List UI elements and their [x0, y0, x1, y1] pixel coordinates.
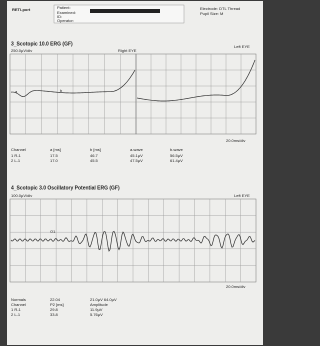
table-cell: 2 L-1 [11, 312, 21, 317]
table-header: Channel [11, 147, 26, 152]
time-scale: 20.0ms/div [226, 138, 245, 143]
table-header: a-wave [130, 147, 144, 152]
table-cell: 33.8 [50, 312, 59, 317]
eye-label: Right EYE [118, 48, 137, 53]
scale-label: 250.0µV/div [11, 48, 32, 53]
operator: Operator: [57, 18, 74, 23]
table-header: b-wave [170, 147, 184, 152]
table-cell: 61.4µV [170, 158, 183, 163]
table-cell: 45.5 [90, 158, 99, 163]
document: RETI-port Patient: Examined: ID: Operato… [0, 0, 270, 346]
page: RETI-port Patient: Examined: ID: Operato… [0, 0, 270, 346]
time-scale: 20.0ms/div [226, 284, 245, 289]
redaction [90, 9, 160, 13]
table-header: b [ms] [90, 147, 101, 152]
marker: O1 [50, 229, 56, 234]
eye-label: Left EYE [234, 193, 250, 198]
logo: RETI-port [12, 7, 31, 12]
eye-label: Left EYE [234, 44, 250, 49]
pupil: Pupil Size: M [200, 11, 223, 16]
table-header: a [ms] [50, 147, 61, 152]
scale-label: 100.0µV/div [11, 193, 32, 198]
table-cell: 17.0 [50, 158, 59, 163]
table-cell: 5.76µV [90, 312, 103, 317]
table-cell: 2 L-1 [11, 158, 21, 163]
table-cell: 47.5µV [130, 158, 143, 163]
section-title: 3_Scotopic 10.0 ERG (GF) [11, 41, 73, 47]
section-title: 4_Scotopic 3.0 Oscillatory Potential ERG… [11, 185, 120, 191]
